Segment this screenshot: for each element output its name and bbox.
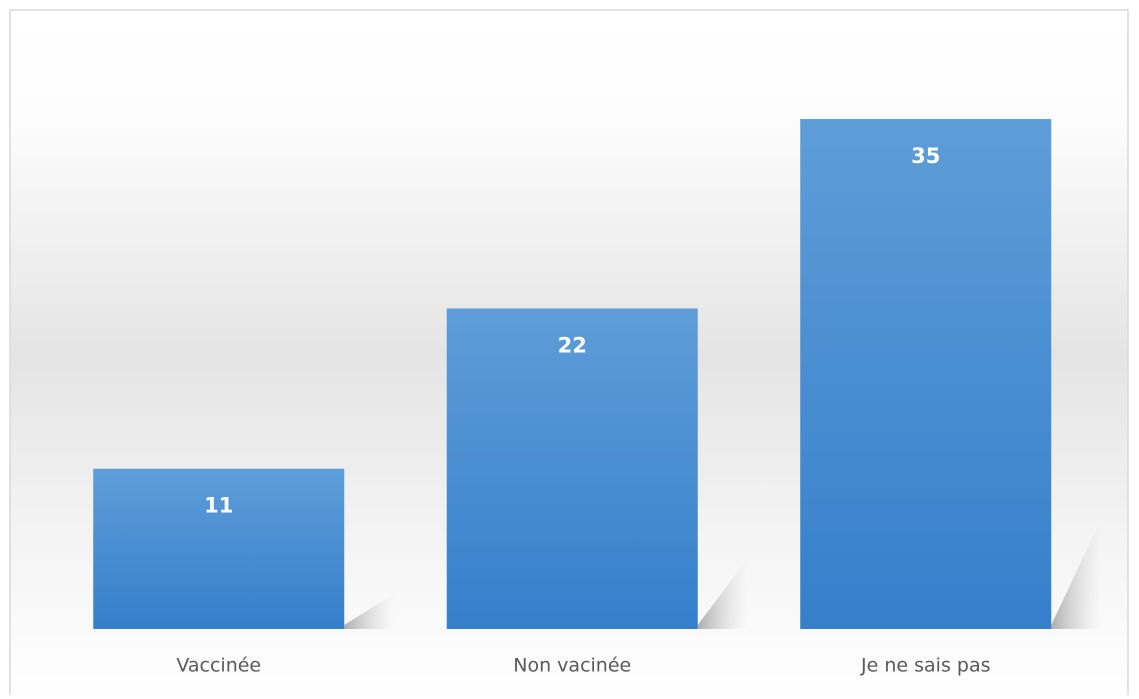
bar-shadow	[344, 593, 395, 629]
x-tick-label: Non vacinée	[513, 655, 631, 677]
bar-shadow	[1051, 519, 1102, 629]
x-tick-label: Je ne sais pas	[860, 655, 990, 677]
data-label: 22	[558, 333, 587, 357]
bar	[93, 468, 345, 629]
bar-shadow	[697, 558, 748, 629]
data-label: 11	[204, 494, 233, 518]
bar	[446, 308, 698, 629]
x-tick-label: Vaccinée	[176, 655, 261, 677]
data-label: 35	[911, 144, 940, 168]
bar	[800, 119, 1052, 630]
plot: 11 Vaccinée 22 Non vacinée 35 Je ne sais pas	[93, 119, 1102, 677]
